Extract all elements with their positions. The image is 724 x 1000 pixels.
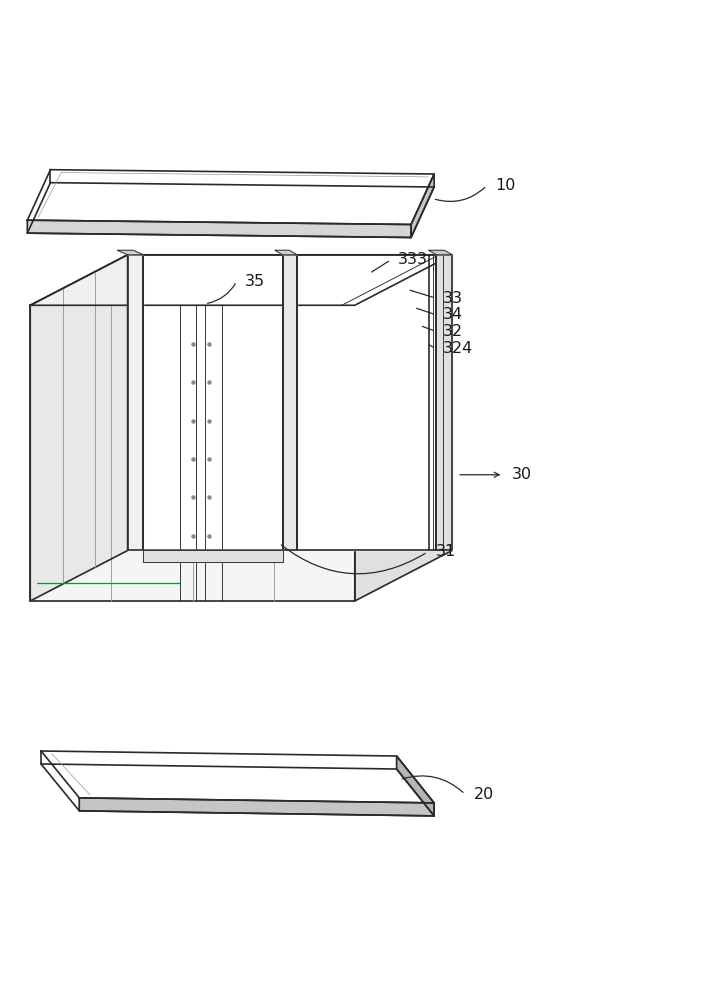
Polygon shape [41,751,434,803]
Polygon shape [30,255,127,601]
Polygon shape [397,756,434,816]
Text: 34: 34 [443,307,463,322]
Polygon shape [80,798,434,816]
Polygon shape [411,174,434,237]
Polygon shape [28,170,434,224]
Text: 32: 32 [443,324,463,339]
Text: 10: 10 [495,178,515,193]
Text: 324: 324 [443,341,473,356]
Polygon shape [297,255,437,550]
Text: 35: 35 [245,274,265,289]
Polygon shape [429,250,452,255]
Text: 33: 33 [443,291,463,306]
Polygon shape [437,255,452,550]
Polygon shape [30,305,355,601]
Polygon shape [275,250,297,255]
Polygon shape [127,255,143,550]
Polygon shape [30,255,452,305]
Polygon shape [28,220,411,237]
Polygon shape [117,250,143,255]
Text: 333: 333 [398,252,428,267]
Text: 20: 20 [473,787,494,802]
Polygon shape [355,255,452,601]
Text: 31: 31 [437,544,457,559]
Text: 30: 30 [512,467,532,482]
Polygon shape [282,255,297,550]
Polygon shape [143,255,282,550]
Polygon shape [143,550,282,562]
